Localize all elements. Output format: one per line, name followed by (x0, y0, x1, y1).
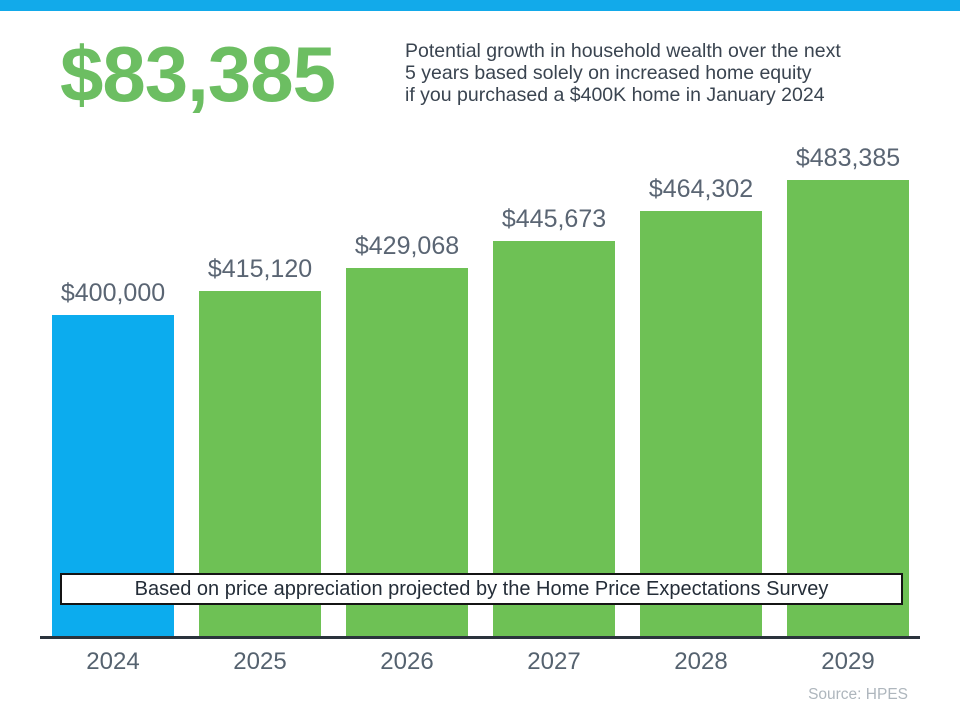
x-axis-label-2029: 2029 (821, 648, 875, 675)
description-line-2: 5 years based solely on increased home e… (405, 62, 812, 84)
bar-2027 (493, 241, 615, 637)
bar-value-label-2026: $429,068 (354, 232, 460, 260)
bar-value-label-2025: $415,120 (207, 255, 313, 283)
description-line-1: Potential growth in household wealth ove… (405, 40, 841, 62)
x-axis-label-2027: 2027 (527, 648, 581, 675)
chart-description: Potential growth in household wealth ove… (405, 40, 841, 106)
bar-value-label-2029: $483,385 (795, 144, 901, 172)
bar-value-label-2024: $400,000 (60, 279, 166, 307)
x-axis-label-2028: 2028 (674, 648, 728, 675)
bar-value-label-2028: $464,302 (648, 175, 754, 203)
headline-equity-gain: $83,385 (60, 30, 336, 118)
x-axis-label-2024: 2024 (86, 648, 140, 675)
top-accent-bar (0, 0, 960, 11)
bar-2029 (787, 180, 909, 637)
banner-text: Based on price appreciation projected by… (134, 577, 829, 600)
x-axis-label-2026: 2026 (380, 648, 434, 675)
banner: Based on price appreciation projected by… (60, 573, 903, 605)
bar-value-label-2027: $445,673 (501, 205, 607, 233)
source-note: Source: HPES (808, 686, 908, 703)
description-line-3: if you purchased a $400K home in January… (405, 84, 825, 106)
bar-2028 (640, 211, 762, 637)
x-axis-line (40, 636, 920, 639)
x-axis-label-2025: 2025 (233, 648, 287, 675)
